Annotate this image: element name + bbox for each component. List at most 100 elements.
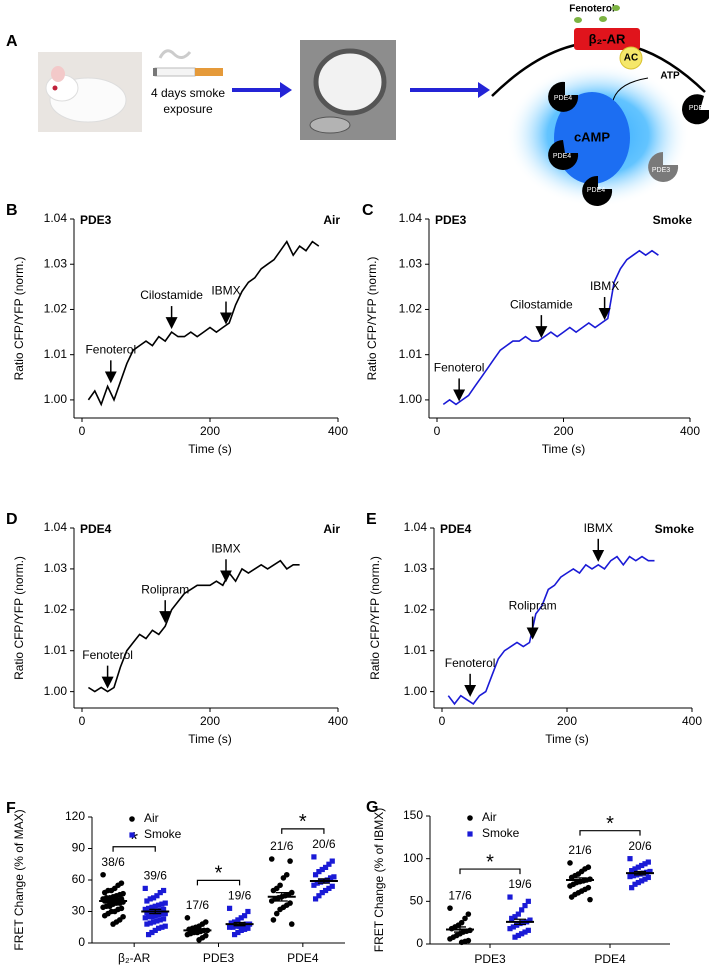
data-point (270, 917, 277, 923)
x-tick-label: PDE4 (287, 951, 319, 965)
data-point (235, 917, 241, 923)
mouse-ear (51, 66, 65, 82)
data-point (326, 885, 332, 891)
error-bar (107, 898, 120, 904)
legend-marker (467, 815, 473, 821)
data-line (442, 249, 659, 406)
legend-marker (129, 816, 135, 822)
data-point (317, 879, 324, 885)
data-point (288, 921, 295, 927)
data-point (245, 925, 251, 931)
data-point (142, 885, 148, 891)
chart-panel: 1.00 1.01 1.02 1.03 1.04 Ratio CFP/YFP (norm.… (366, 511, 702, 746)
x-tick-label: 0 (439, 714, 446, 728)
n-label: 17/6 (448, 888, 472, 902)
significance-label: * (215, 863, 223, 885)
data-point (287, 858, 293, 864)
vessel (309, 116, 351, 134)
data-point (525, 927, 531, 933)
error-bar (514, 918, 526, 926)
x-tick-label: 400 (328, 714, 348, 728)
y-tick-label: 1.04 (44, 211, 68, 225)
data-point (629, 885, 635, 891)
data-point (277, 906, 283, 913)
data-point (160, 906, 167, 912)
data-point (159, 901, 165, 907)
event-label: IBMX (584, 521, 613, 535)
event-label: Fenoterol (445, 656, 496, 670)
y-tick-label: 0 (78, 935, 85, 949)
data-point (632, 866, 638, 872)
data-point (154, 918, 160, 924)
cigarette-filter (195, 68, 223, 76)
y-tick-label: 0 (416, 936, 423, 950)
data-point (635, 864, 641, 870)
condition-label: Air (323, 522, 340, 536)
data-point (462, 915, 468, 922)
panel-letter: G (366, 799, 378, 816)
chart-panel: 1.00 1.01 1.02 1.03 1.04 Ratio CFP/YFP (norm.… (6, 202, 348, 456)
y-tick-label: 100 (403, 851, 423, 865)
data-point (329, 883, 335, 889)
data-point (159, 911, 165, 917)
y-tick-label: 1.03 (44, 256, 68, 270)
condition-label: Air (323, 213, 340, 227)
data-line (87, 240, 320, 407)
data-point (226, 924, 233, 930)
data-point (311, 882, 317, 888)
data-point (522, 929, 528, 935)
pde4-enzyme (548, 81, 579, 112)
data-point (142, 915, 148, 921)
data-point (147, 920, 153, 926)
legend-label: Air (144, 811, 159, 825)
panel-title: PDE4 (80, 522, 112, 536)
chart-panel: 0 50 100 150 FRET Change (% of IBMX)G PDE3 17/… (366, 799, 670, 966)
data-point (447, 905, 453, 911)
y-tick-label: 1.01 (404, 643, 428, 657)
data-point (270, 887, 277, 894)
event-label: Rolipram (141, 582, 189, 596)
y-axis-label: Ratio CFP/YFP (norm.) (368, 556, 382, 680)
data-point (568, 894, 575, 900)
data-point (519, 931, 525, 937)
cyclase (619, 46, 643, 70)
data-point (235, 929, 241, 936)
data-point (512, 934, 518, 940)
pde3-enzyme (648, 152, 679, 182)
data-point (268, 898, 275, 904)
data-point (160, 916, 167, 922)
significance-bracket (196, 879, 241, 886)
data-point (280, 875, 287, 881)
event-label: Rolipram (509, 599, 557, 613)
data-point (316, 869, 322, 875)
n-label: 20/6 (312, 837, 336, 851)
data-point (155, 902, 162, 908)
event-label: IBMX (211, 284, 240, 298)
y-tick-label: 1.04 (399, 211, 423, 225)
data-point (184, 931, 191, 938)
significance-label: * (130, 829, 138, 851)
data-point (106, 903, 113, 910)
y-tick-label: 1.04 (44, 520, 68, 534)
data-point (101, 889, 108, 896)
data-point (273, 910, 280, 917)
y-tick-label: 1.03 (404, 561, 428, 575)
data-point (110, 921, 116, 927)
receptor-label: β₂-AR (589, 31, 626, 46)
data-point (144, 921, 150, 927)
event-label: Cilostamide (140, 288, 203, 302)
data-point (311, 854, 317, 860)
significance-label: * (486, 851, 494, 873)
error-bar (574, 877, 586, 883)
data-point (319, 890, 325, 896)
data-point (645, 874, 651, 881)
data-point (230, 924, 236, 930)
data-point (512, 914, 518, 920)
n-label: 21/6 (270, 839, 294, 853)
data-point (238, 915, 244, 921)
legend-marker (467, 831, 473, 837)
data-point (458, 939, 465, 946)
data-point (155, 925, 162, 931)
x-tick-label: 0 (79, 714, 86, 728)
data-point (635, 879, 641, 886)
